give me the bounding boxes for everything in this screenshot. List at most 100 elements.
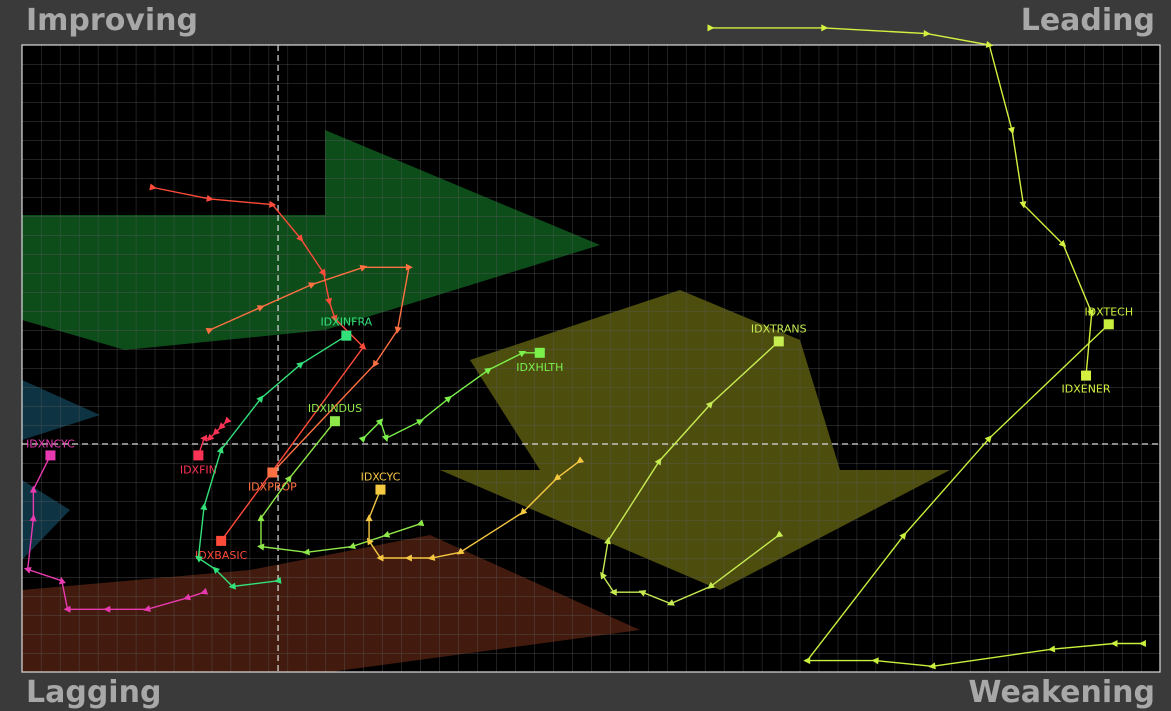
trail-point — [416, 519, 425, 527]
trail-point — [416, 419, 424, 426]
trail-point — [928, 662, 936, 670]
trail-point — [224, 416, 232, 425]
trail-point — [325, 297, 333, 306]
trail-point — [58, 576, 66, 585]
trail-point — [257, 514, 265, 522]
trail-point — [803, 657, 811, 665]
trail-point — [359, 264, 368, 272]
trail-point — [308, 282, 316, 289]
trail-point — [899, 532, 907, 540]
trail-point — [456, 547, 465, 555]
trail-point — [200, 502, 208, 511]
quadrant-label: Weakening — [968, 675, 1155, 710]
trail-point — [195, 555, 203, 563]
trail-point — [206, 194, 214, 202]
trail-line — [209, 266, 410, 473]
trail-point — [484, 367, 492, 375]
trail-point — [358, 342, 367, 350]
trail-point — [29, 485, 37, 493]
trail-line — [601, 340, 780, 605]
trail-point — [372, 359, 380, 368]
trail-point — [212, 428, 221, 436]
trail-point — [821, 24, 829, 32]
head-marker — [216, 535, 227, 546]
trail-point — [518, 351, 527, 358]
trail-point — [63, 605, 71, 613]
trail-point — [984, 435, 992, 443]
trail-point — [654, 457, 662, 466]
trail-point — [405, 263, 413, 271]
trail-point — [600, 571, 607, 580]
quadrant-label: Leading — [1021, 3, 1155, 38]
trail-point — [707, 581, 715, 589]
trail-point — [381, 434, 389, 443]
trail-line — [26, 455, 205, 610]
trail-point — [1058, 239, 1067, 248]
series-label: IDXFIN — [180, 463, 217, 476]
trail-point — [1047, 645, 1056, 653]
head-marker — [341, 330, 352, 341]
trail-point — [296, 234, 304, 242]
trail-point — [143, 605, 152, 612]
trail-point — [330, 314, 338, 323]
trail-point — [382, 530, 391, 538]
trail-point — [257, 543, 265, 551]
trail-point — [1087, 308, 1094, 317]
trail-point — [604, 536, 612, 545]
trail-line — [260, 420, 421, 554]
trail-point — [256, 395, 264, 403]
series-label: IDXTECH — [1084, 305, 1133, 318]
trail-point — [200, 434, 208, 442]
trail-point — [376, 554, 384, 562]
series-label: IDXHLTH — [516, 361, 563, 374]
head-marker — [193, 450, 204, 461]
trail-point — [218, 422, 226, 430]
series-label: IDXNCYC — [26, 437, 75, 450]
trail-point — [274, 576, 282, 584]
head-marker — [267, 467, 278, 478]
trail-point — [212, 566, 221, 574]
trail-point — [985, 41, 994, 48]
trail-point — [23, 567, 32, 574]
quadrant-label: Lagging — [26, 675, 161, 710]
trail-point — [149, 183, 157, 191]
trail-point — [1110, 640, 1118, 647]
trail-point — [228, 582, 236, 590]
series-label: IDXTRANS — [751, 322, 807, 335]
trail-point — [348, 542, 356, 549]
trail-point — [284, 474, 292, 483]
trail-point — [871, 657, 879, 665]
series-label: IDXENER — [1062, 383, 1111, 396]
trail-point — [576, 456, 585, 464]
trail-point — [707, 24, 715, 32]
trail-point — [205, 328, 214, 335]
trail-point — [553, 473, 562, 481]
head-marker — [1081, 370, 1092, 381]
trail-point — [302, 548, 310, 556]
trail-point — [358, 435, 367, 443]
trail-point — [705, 401, 714, 409]
trail-point — [638, 590, 647, 597]
trail-point — [404, 554, 412, 562]
trails: IDXNCYC IDXFIN IDXBASIC IDXPROP IDXINFRA IDXI… — [23, 24, 1146, 670]
trail-point — [365, 514, 373, 522]
head-marker — [773, 336, 784, 347]
head-marker — [375, 484, 386, 495]
trail-point — [775, 530, 784, 538]
head-marker — [534, 347, 545, 358]
trail-point — [206, 433, 215, 442]
trail-point — [609, 588, 617, 596]
trail-point — [256, 305, 265, 312]
plot-border — [21, 44, 1161, 673]
trail-point — [183, 593, 191, 601]
grid-pattern — [22, 45, 1160, 672]
trail-point — [318, 268, 326, 277]
head-marker — [1103, 319, 1114, 330]
trail-point — [444, 395, 452, 404]
head-marker — [329, 416, 340, 427]
trail-point — [29, 514, 37, 522]
trail-line — [362, 352, 540, 440]
trail-point — [1007, 126, 1015, 135]
trail-point — [366, 537, 374, 546]
